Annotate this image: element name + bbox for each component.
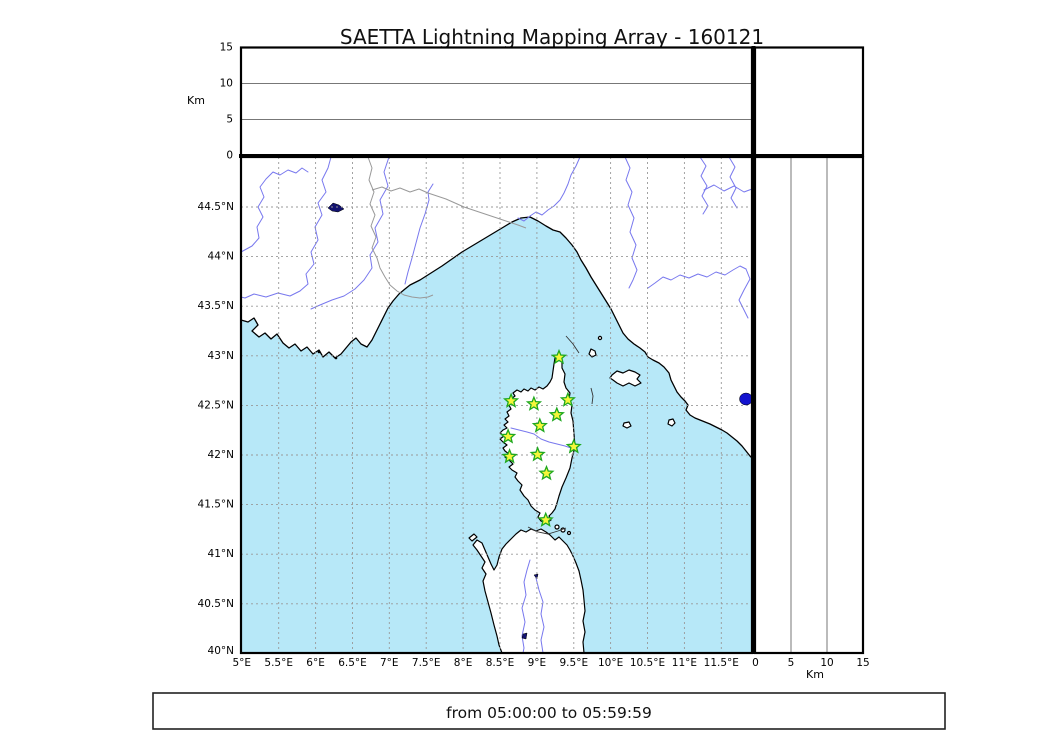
top-altitude-panel: 15 10 5 0 Km — [187, 42, 754, 162]
time-range-border — [152, 692, 946, 730]
sea-line-feature — [527, 526, 567, 535]
gorgona-island — [597, 335, 603, 341]
maddalena-island — [566, 530, 572, 536]
station-star — [499, 428, 517, 444]
map-panel: 44.5°N 44°N 43.5°N 43°N 42.5°N 42°N 41.5… — [198, 155, 754, 669]
station-star — [501, 448, 518, 464]
grid-layer — [241, 157, 752, 653]
station-star — [529, 446, 546, 462]
river — [517, 156, 581, 222]
river — [728, 156, 738, 209]
capraia-island — [588, 348, 597, 358]
lon-tick: 5.5°E — [264, 657, 293, 669]
river-golo — [510, 427, 572, 449]
top-ytick-10: 10 — [220, 78, 233, 90]
lat-tick: 42.5°N — [198, 399, 234, 411]
top-ytick-15: 15 — [220, 42, 233, 54]
right-xtick-10: 10 — [820, 657, 833, 669]
lon-tick: 11.5°E — [704, 657, 739, 669]
lon-tick: 10°E — [598, 657, 623, 669]
right-altitude-panel: 0 5 10 15 Km — [752, 155, 870, 681]
stations-layer — [499, 348, 582, 528]
station-star — [548, 406, 565, 422]
river — [521, 559, 531, 654]
time-range-box: from 05:00:00 to 05:59:59 — [152, 692, 946, 730]
lon-tick: 7°E — [380, 657, 399, 669]
right-xtick-5: 5 — [788, 657, 795, 669]
lon-tick: 9°E — [528, 657, 547, 669]
page-title: SAETTA Lightning Mapping Array - 160121 — [340, 25, 764, 49]
lon-tick: 5°E — [233, 657, 252, 669]
right-xtick-15: 15 — [856, 657, 869, 669]
lon-tick: 9.5°E — [560, 657, 589, 669]
lake — [521, 632, 528, 640]
lake-serre-poncon — [327, 202, 345, 213]
river — [647, 265, 747, 289]
corsica-island — [499, 355, 576, 524]
river — [624, 156, 638, 289]
river — [703, 184, 753, 193]
station-star — [531, 417, 548, 433]
river — [699, 156, 709, 215]
histogram-bg — [755, 47, 863, 156]
pianosa-island — [622, 421, 632, 429]
river — [240, 167, 309, 253]
lat-tick: 43.5°N — [198, 300, 234, 312]
river — [310, 156, 390, 310]
sea-line-feature — [565, 335, 580, 354]
lon-tick-labels: 5°E 5.5°E 6°E 6.5°E 7°E 7.5°E 8°E 8.5°E … — [233, 657, 739, 669]
station-star — [538, 464, 555, 481]
lon-tick: 10.5°E — [630, 657, 665, 669]
lat-tick: 42°N — [208, 449, 234, 461]
sardinia-island — [472, 528, 586, 654]
asinara-island — [468, 533, 478, 542]
lat-tick: 41°N — [208, 548, 234, 560]
montecristo-island — [667, 418, 676, 427]
lake-bolsena — [739, 392, 753, 406]
river — [404, 183, 434, 285]
right-xtick-0: 0 — [752, 657, 759, 669]
lat-tick: 43°N — [208, 350, 234, 362]
lon-tick: 6.5°E — [338, 657, 367, 669]
altitude-axis-label: Km — [187, 94, 205, 107]
lat-tick: 40.5°N — [198, 598, 234, 610]
lon-tick: 8.5°E — [486, 657, 515, 669]
top-panel-bg — [241, 47, 752, 156]
elba-island — [609, 369, 642, 387]
station-star — [550, 348, 568, 365]
lon-tick: 8°E — [454, 657, 473, 669]
altitude-axis-label-bottom: Km — [806, 668, 824, 681]
top-ytick-5: 5 — [226, 114, 233, 126]
lon-tick: 11°E — [672, 657, 697, 669]
station-star — [502, 392, 520, 408]
sea-line-feature — [590, 387, 594, 405]
country-border — [371, 186, 527, 229]
lon-tick: 6°E — [306, 657, 325, 669]
maddalena-island — [554, 524, 560, 530]
hyeres-islet — [334, 356, 338, 360]
station-star — [559, 391, 576, 407]
lat-tick: 40°N — [208, 645, 234, 657]
river — [240, 156, 332, 299]
lat-tick-labels: 44.5°N 44°N 43.5°N 43°N 42.5°N 42°N 41.5… — [198, 201, 234, 657]
top-ytick-0: 0 — [226, 150, 233, 162]
country-border — [367, 156, 434, 299]
river — [738, 268, 751, 319]
lat-tick: 44.5°N — [198, 201, 234, 213]
lat-tick: 44°N — [208, 251, 234, 263]
station-star — [565, 438, 582, 454]
time-range-label: from 05:00:00 to 05:59:59 — [446, 704, 652, 722]
hyeres-islet — [317, 350, 321, 354]
lat-tick: 41.5°N — [198, 499, 234, 511]
river — [535, 577, 545, 654]
station-star — [537, 511, 554, 528]
histogram-panel — [753, 46, 865, 157]
right-panel-bg — [755, 157, 863, 653]
lon-tick: 7.5°E — [412, 657, 441, 669]
station-star — [525, 395, 543, 411]
